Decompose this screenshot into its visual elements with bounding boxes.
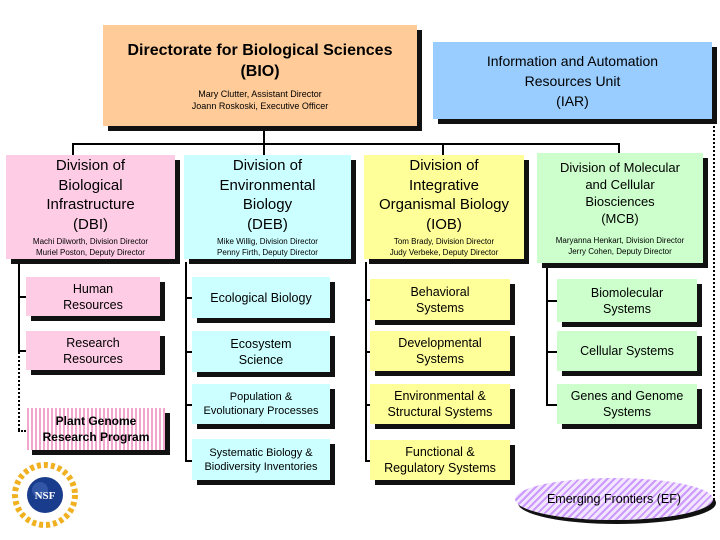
unit-box[interactable]: Human Resources xyxy=(26,277,160,316)
unit-label: Ecosystem Science xyxy=(230,336,292,367)
division-dbi[interactable]: Division of Biological Infrastructure (D… xyxy=(6,155,175,259)
dotted-connector xyxy=(18,352,20,430)
unit-box[interactable]: Cellular Systems xyxy=(557,331,697,371)
division-title: Division of Molecular and Cellular Biosc… xyxy=(560,160,680,226)
unit-box[interactable]: Ecosystem Science xyxy=(192,331,330,372)
division-mcb[interactable]: Division of Molecular and Cellular Biosc… xyxy=(537,153,703,263)
division-iob[interactable]: Division of Integrative Organismal Biolo… xyxy=(364,155,524,259)
connector xyxy=(618,143,620,155)
unit-label: Genes and Genome Systems xyxy=(570,389,684,419)
unit-box[interactable]: Developmental Systems xyxy=(370,331,510,371)
dotted-connector xyxy=(713,55,715,500)
connector xyxy=(72,143,620,145)
connector xyxy=(72,143,74,155)
iar-title: Information and Automation Resources Uni… xyxy=(486,52,659,109)
unit-label: Cellular Systems xyxy=(580,344,674,358)
unit-label: Research Resources xyxy=(63,335,123,366)
division-title: Division of Environmental Biology (DEB) xyxy=(219,157,316,233)
iar-box[interactable]: Information and Automation Resources Uni… xyxy=(433,42,712,119)
division-staff: Machi Dilworth, Division Director Muriel… xyxy=(32,237,149,257)
connector xyxy=(365,351,370,353)
unit-box[interactable]: Population & Evolutionary Processes xyxy=(192,384,330,424)
emerging-frontiers-label: Emerging Frontiers (EF) xyxy=(546,492,682,506)
unit-box[interactable]: Systematic Biology & Biodiversity Invent… xyxy=(192,439,330,480)
directorate-staff: Mary Clutter, Assistant Director Joann R… xyxy=(191,88,329,111)
unit-label: Developmental Systems xyxy=(398,336,482,366)
division-staff: Mike Willig, Division Director Penny Fir… xyxy=(217,237,318,257)
connector xyxy=(546,300,557,302)
connector xyxy=(185,351,192,353)
unit-label: Biomolecular Systems xyxy=(590,285,664,316)
connector xyxy=(185,297,192,299)
connector xyxy=(185,404,192,406)
division-deb[interactable]: Division of Environmental Biology (DEB) … xyxy=(184,155,351,259)
connector xyxy=(18,296,26,298)
directorate-box[interactable]: Directorate for Biological Sciences (BIO… xyxy=(103,25,417,126)
unit-label: Human Resources xyxy=(63,281,123,312)
connector xyxy=(263,126,265,144)
directorate-title: Directorate for Biological Sciences (BIO… xyxy=(127,41,393,80)
connector xyxy=(365,404,370,406)
connector xyxy=(546,351,557,353)
emerging-frontiers-oval[interactable]: Emerging Frontiers (EF) xyxy=(515,478,713,520)
connector xyxy=(263,143,265,155)
svg-text:NSF: NSF xyxy=(35,490,56,502)
nsf-logo-icon: NSF xyxy=(12,462,78,528)
connector xyxy=(365,262,367,462)
connector xyxy=(365,299,370,301)
connector xyxy=(442,143,444,155)
unit-label: Environmental & Structural Systems xyxy=(387,389,493,419)
nsf-logo: NSF xyxy=(10,460,80,530)
unit-box[interactable]: Biomolecular Systems xyxy=(557,279,697,322)
unit-label: Systematic Biology & Biodiversity Invent… xyxy=(204,446,318,473)
unit-box[interactable]: Behavioral Systems xyxy=(370,279,510,320)
unit-box[interactable]: Ecological Biology xyxy=(192,277,330,318)
unit-box[interactable]: Research Resources xyxy=(26,331,160,370)
connector xyxy=(546,266,548,406)
division-title: Division of Biological Infrastructure (D… xyxy=(46,157,135,233)
unit-label: Population & Evolutionary Processes xyxy=(203,391,319,417)
division-title: Division of Integrative Organismal Biolo… xyxy=(378,157,510,233)
connector xyxy=(185,262,187,462)
connector xyxy=(18,350,26,352)
unit-label: Ecological Biology xyxy=(210,290,312,305)
connector xyxy=(546,404,557,406)
unit-label: Behavioral Systems xyxy=(410,284,470,315)
division-staff: Tom Brady, Division Director Judy Verbek… xyxy=(389,237,499,257)
unit-label: Plant Genome Research Program xyxy=(42,414,150,444)
division-staff: Maryanna Henkart, Division Director Jerr… xyxy=(555,236,685,256)
unit-label: Functional & Regulatory Systems xyxy=(384,445,496,475)
dotted-connector xyxy=(18,430,26,432)
connector xyxy=(185,460,192,462)
connector xyxy=(365,460,370,462)
unit-box[interactable]: Functional & Regulatory Systems xyxy=(370,440,510,480)
connector xyxy=(18,262,20,352)
unit-box[interactable]: Environmental & Structural Systems xyxy=(370,384,510,424)
unit-box-plant-genome[interactable]: Plant Genome Research Program xyxy=(27,408,165,450)
unit-box[interactable]: Genes and Genome Systems xyxy=(557,384,697,424)
